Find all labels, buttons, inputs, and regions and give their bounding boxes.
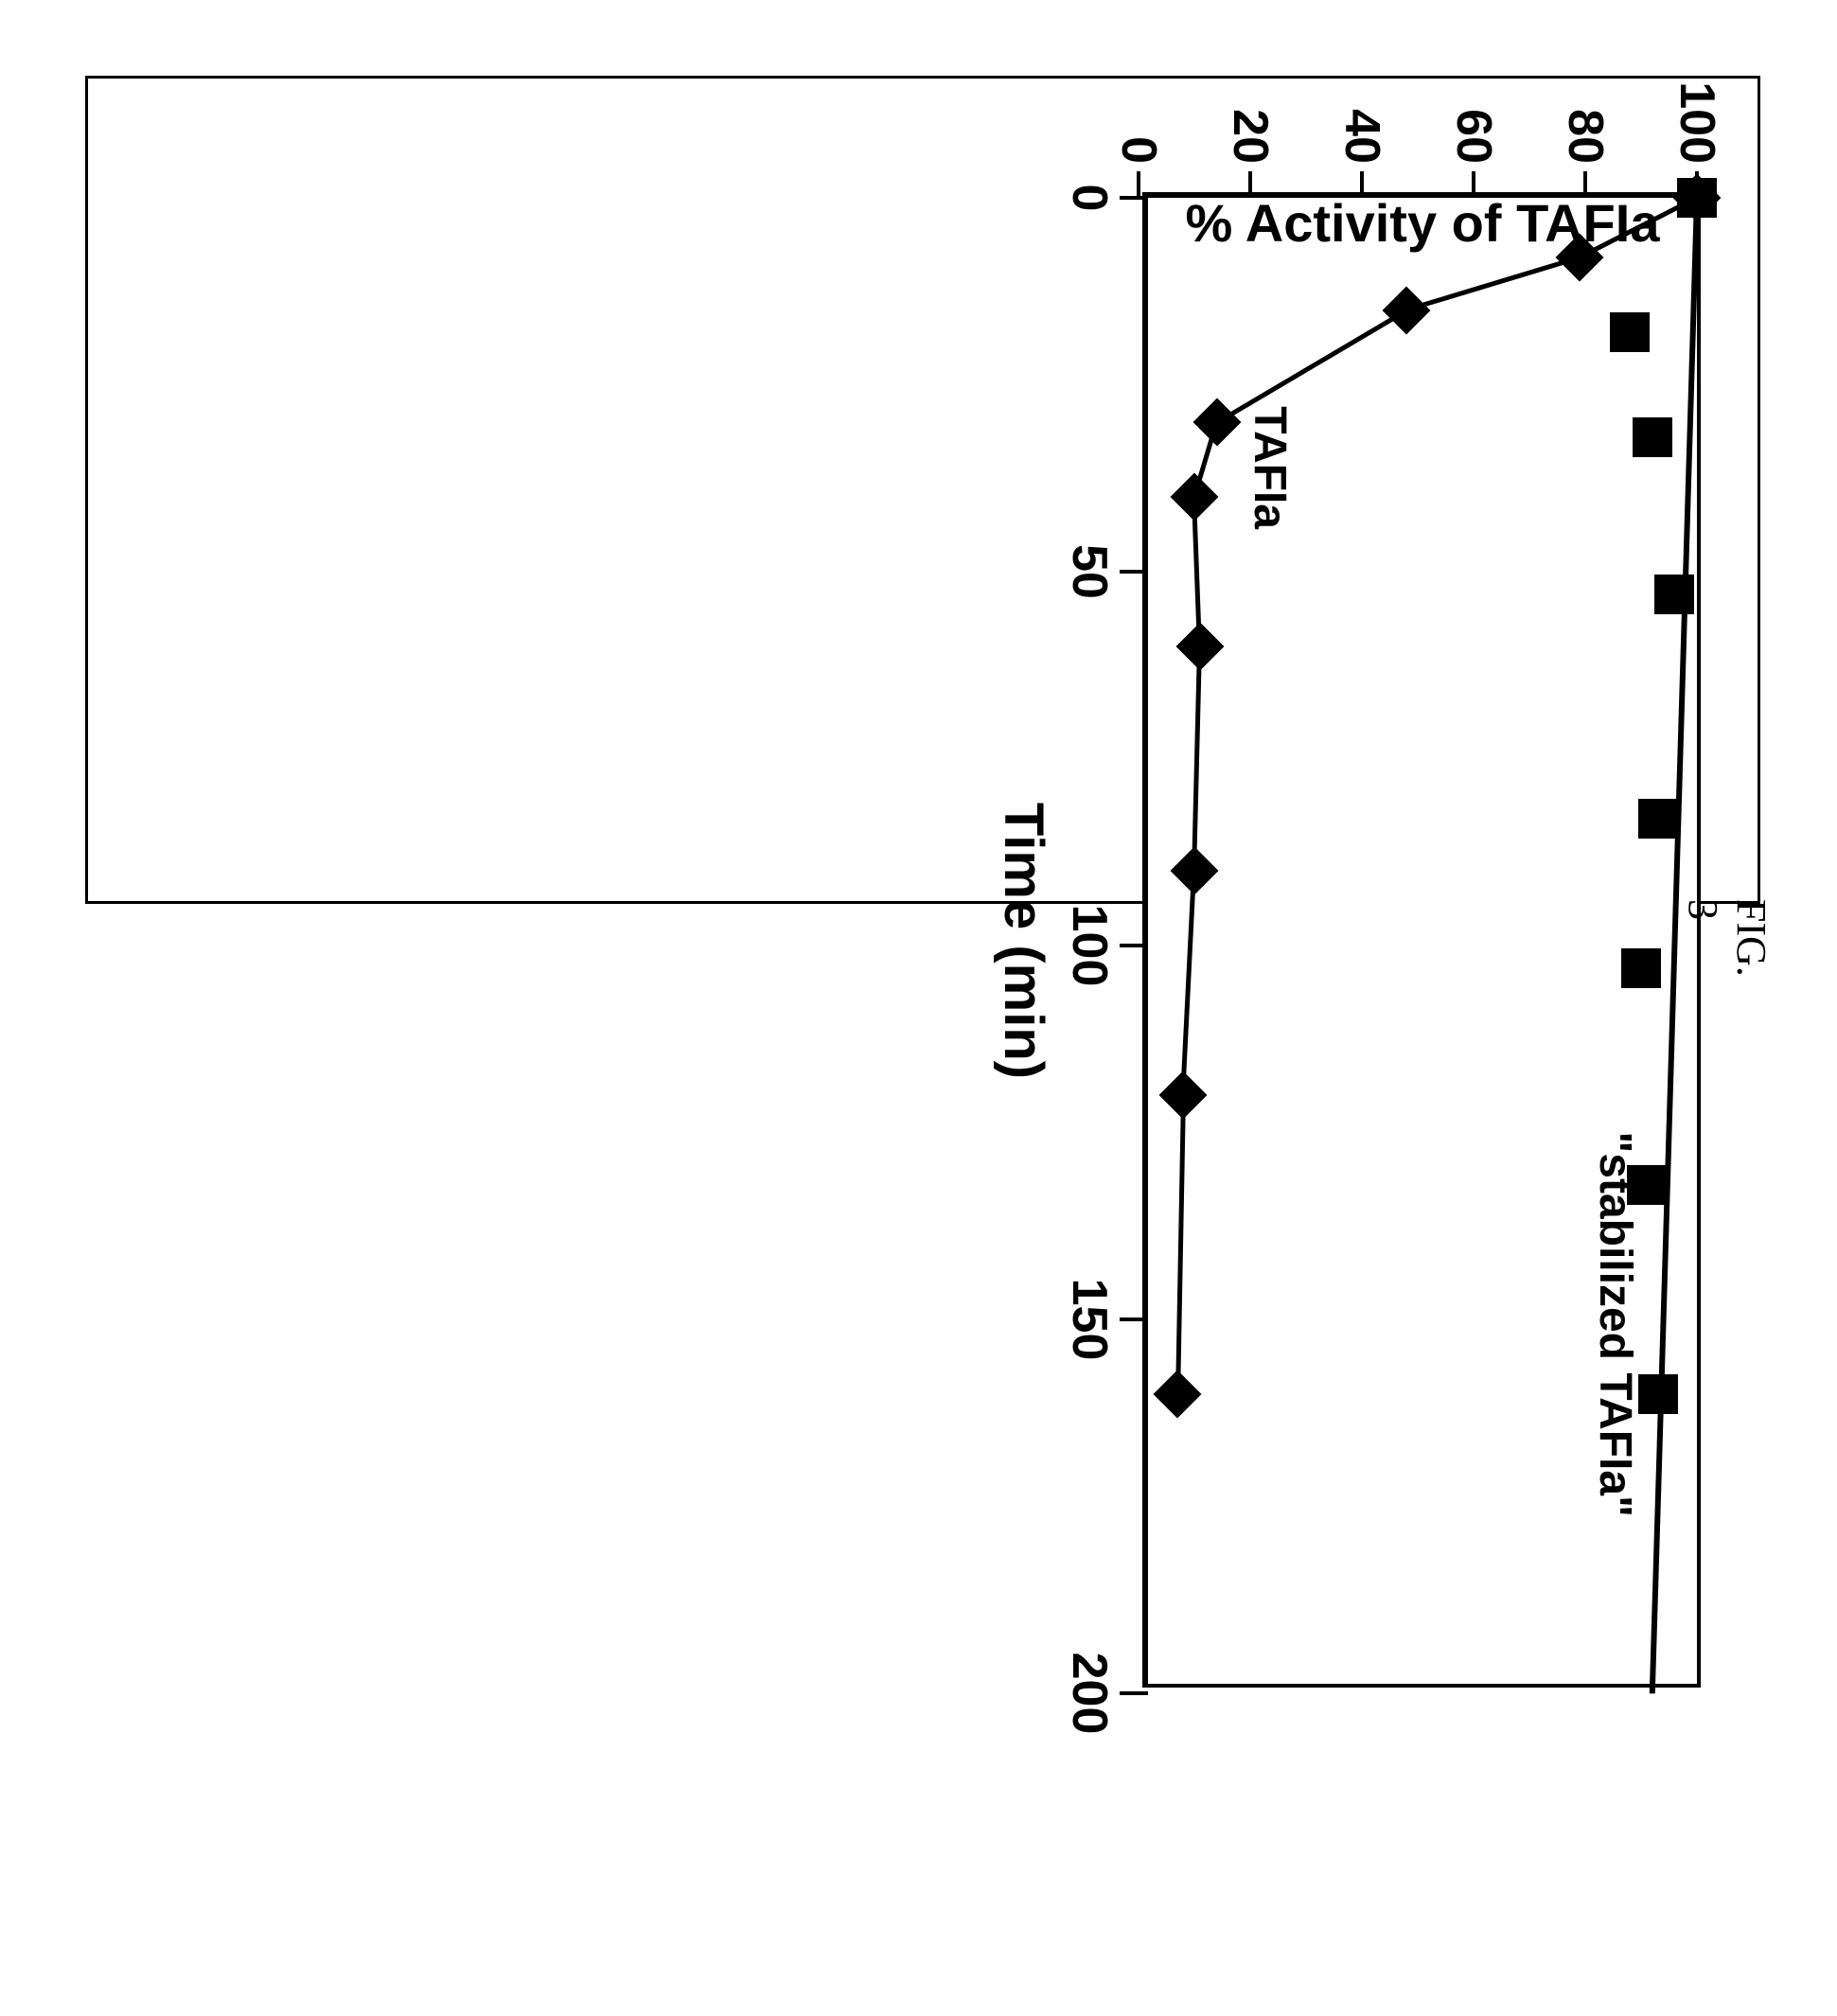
diamond-marker-icon	[1383, 286, 1431, 334]
square-marker-icon	[1638, 1374, 1678, 1414]
x-tick	[1120, 1317, 1148, 1321]
y-tick	[1360, 171, 1364, 198]
x-tick-label: 50	[1061, 515, 1118, 628]
y-tick	[1583, 171, 1587, 198]
y-tick-label: 100	[1669, 60, 1725, 164]
y-tick	[1472, 171, 1475, 198]
square-marker-icon	[1610, 312, 1650, 352]
y-tick-label: 80	[1557, 60, 1614, 164]
figure-caption: FIG. 3	[1679, 899, 1775, 977]
y-tick-label: 60	[1445, 60, 1502, 164]
diamond-marker-icon	[1171, 473, 1219, 522]
square-marker-icon	[1654, 575, 1694, 614]
series-label: "stabilized TAFIa"	[1589, 1132, 1641, 1517]
y-tick-label: 0	[1110, 60, 1167, 164]
chart-plot-area: % Activity of TAFIa Time (min) 050100150…	[1142, 192, 1701, 1688]
diamond-marker-icon	[1154, 1371, 1202, 1419]
diamond-marker-icon	[1175, 623, 1224, 671]
diamond-marker-icon	[1159, 1071, 1208, 1120]
chart-line-segment	[1406, 256, 1581, 312]
series-label: TAFIa	[1244, 406, 1296, 529]
square-marker-icon	[1633, 417, 1672, 457]
y-tick	[1248, 171, 1252, 198]
y-tick-label: 40	[1334, 60, 1390, 164]
x-axis-title: Time (min)	[992, 198, 1055, 1684]
x-tick-label: 200	[1061, 1636, 1118, 1750]
y-tick-label: 20	[1222, 60, 1279, 164]
x-tick-label: 100	[1061, 889, 1118, 1002]
x-tick-label: 150	[1061, 1263, 1118, 1376]
x-tick	[1120, 944, 1148, 947]
square-marker-icon	[1638, 799, 1678, 839]
chart-line-segment	[1192, 646, 1203, 871]
x-tick	[1120, 570, 1148, 574]
x-tick-label: 0	[1061, 141, 1118, 255]
x-tick	[1120, 196, 1148, 200]
y-tick	[1137, 171, 1140, 198]
x-tick	[1120, 1691, 1148, 1695]
chart-line-segment	[1175, 1095, 1186, 1394]
square-marker-icon	[1677, 178, 1717, 218]
diamond-marker-icon	[1171, 847, 1219, 895]
chart-outer-frame: % Activity of TAFIa Time (min) 050100150…	[85, 76, 1760, 904]
square-marker-icon	[1621, 948, 1661, 988]
diamond-marker-icon	[1192, 398, 1241, 447]
chart-line-segment	[1181, 871, 1197, 1095]
